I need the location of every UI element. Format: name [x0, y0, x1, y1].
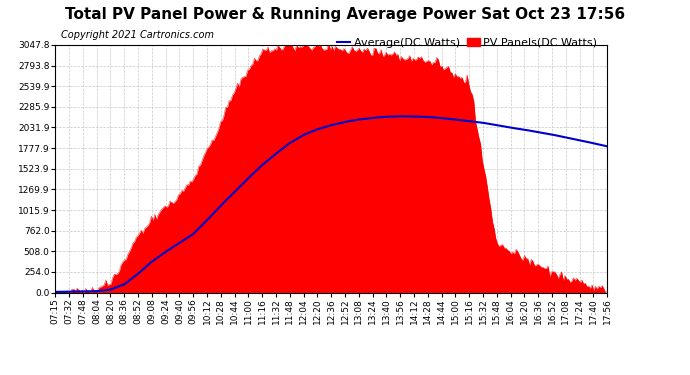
Text: Copyright 2021 Cartronics.com: Copyright 2021 Cartronics.com: [61, 30, 214, 40]
Legend: Average(DC Watts), PV Panels(DC Watts): Average(DC Watts), PV Panels(DC Watts): [333, 33, 602, 52]
Text: Total PV Panel Power & Running Average Power Sat Oct 23 17:56: Total PV Panel Power & Running Average P…: [65, 8, 625, 22]
